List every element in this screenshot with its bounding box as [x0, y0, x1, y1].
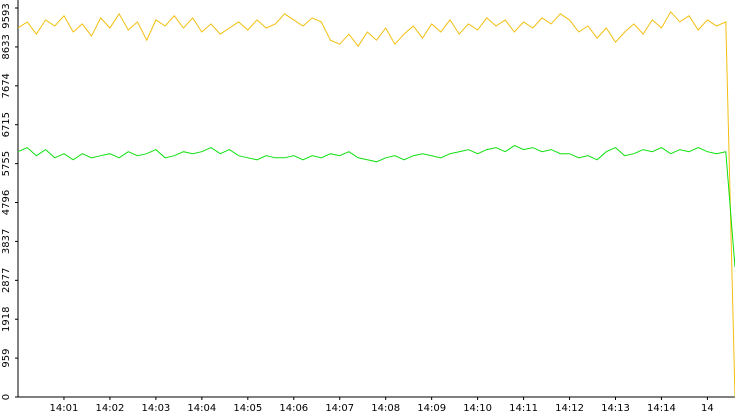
- x-tick-label: 14:02: [96, 403, 125, 414]
- y-tick-label: 5755: [1, 151, 12, 176]
- series-line: [17, 10, 735, 398]
- y-tick-label: 4796: [1, 190, 12, 215]
- y-tick-label: 3837: [1, 229, 12, 254]
- x-tick-label: 14:12: [555, 403, 584, 414]
- y-tick-label: 7674: [1, 73, 12, 98]
- x-tick-label: 14:11: [509, 403, 538, 414]
- series-line: [17, 145, 735, 268]
- y-tick-label: 6715: [1, 112, 12, 137]
- x-tick-label: 14:07: [325, 403, 354, 414]
- x-tick-label: 14: [701, 403, 714, 414]
- y-tick-label: 1918: [1, 306, 12, 331]
- x-tick-label: 14:08: [371, 403, 400, 414]
- x-tick-label: 14:09: [417, 403, 446, 414]
- x-tick-label: 14:13: [601, 403, 630, 414]
- x-tick-label: 14:01: [50, 403, 79, 414]
- x-tick-label: 14:04: [187, 403, 216, 414]
- y-tick-label: 0: [1, 394, 12, 400]
- y-tick-label: 8633: [1, 34, 12, 59]
- x-tick-label: 14:03: [141, 403, 170, 414]
- x-tick-label: 14:05: [233, 403, 262, 414]
- x-tick-label: 14:14: [647, 403, 676, 414]
- x-tick-label: 14:10: [463, 403, 492, 414]
- y-tick-label: 2877: [1, 268, 12, 293]
- x-tick-label: 14:06: [279, 403, 308, 414]
- y-tick-label: 9593: [1, 3, 12, 28]
- y-tick-label: 959: [1, 349, 12, 368]
